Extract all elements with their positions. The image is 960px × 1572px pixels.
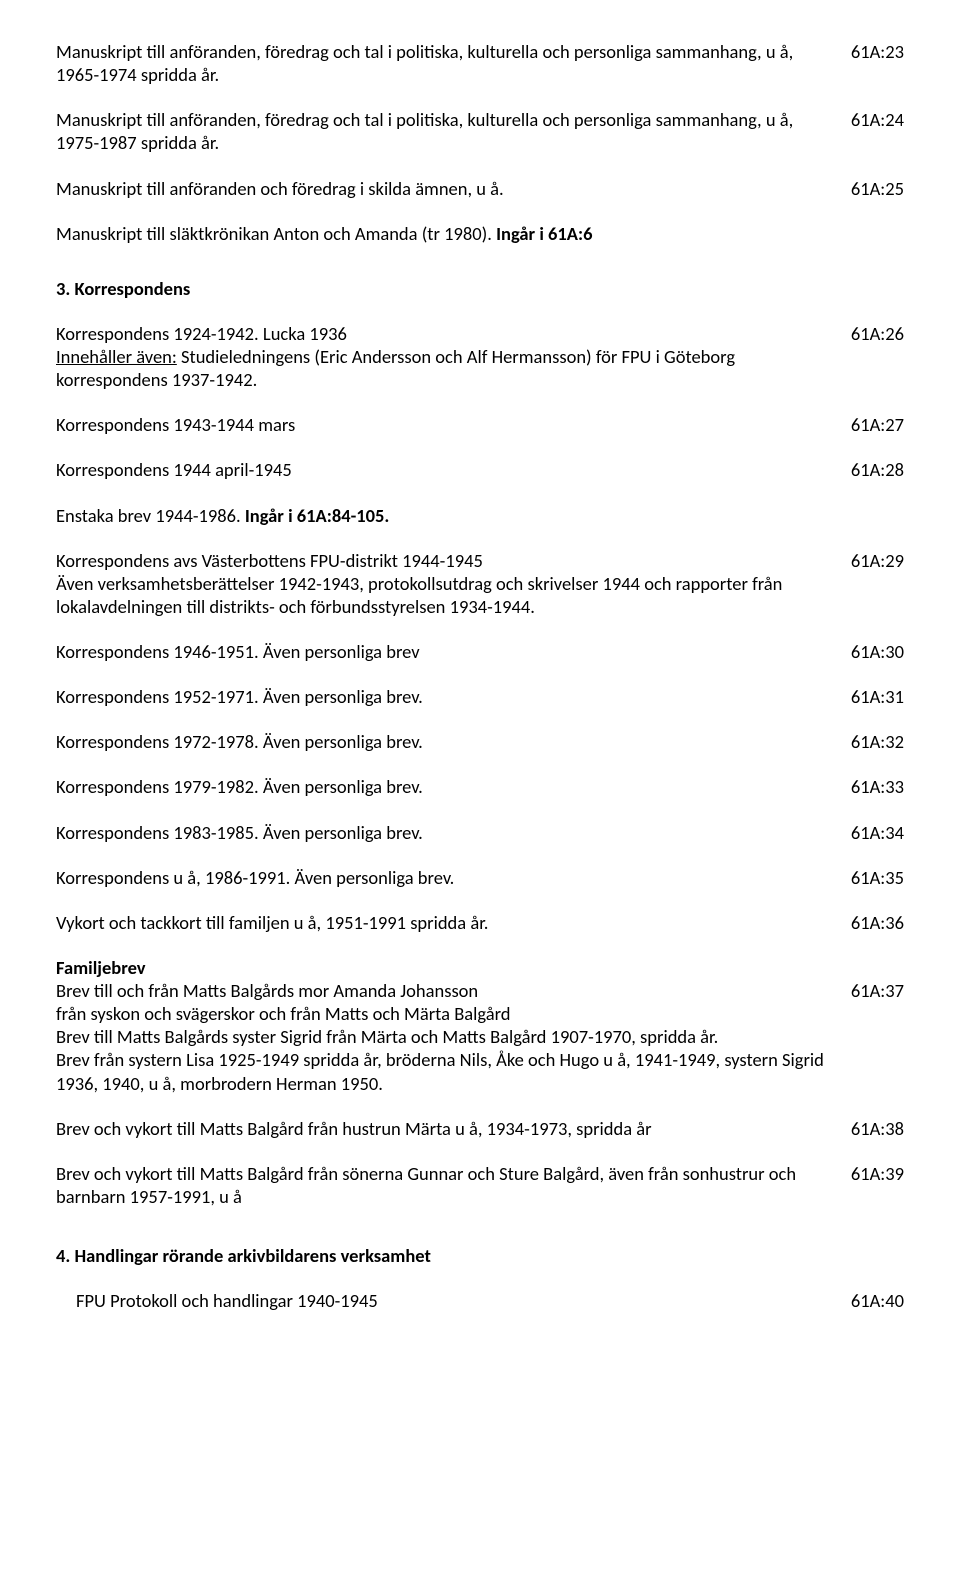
subsection-heading: Familjebrev bbox=[56, 956, 904, 979]
archive-entry: Korrespondens u å, 1986-1991. Även perso… bbox=[56, 866, 904, 889]
entry-code: 61A:30 bbox=[851, 640, 904, 663]
archive-entry: Manuskript till anföranden och föredrag … bbox=[56, 177, 904, 200]
archive-entry: Korrespondens 1946-1951. Även personliga… bbox=[56, 640, 904, 663]
entry-code: 61A:28 bbox=[851, 458, 904, 481]
entry-text: Vykort och tackkort till familjen u å, 1… bbox=[56, 911, 851, 934]
entry-code: 61A:23 bbox=[851, 40, 904, 63]
archive-entry: Korrespondens avs Västerbottens FPU-dist… bbox=[56, 549, 904, 618]
archive-entry: Brev och vykort till Matts Balgård från … bbox=[56, 1117, 904, 1140]
entry-code: 61A:26 bbox=[851, 322, 904, 345]
entry-text: Brev till och från Matts Balgårds mor Am… bbox=[56, 979, 851, 1095]
entry-code: 61A:39 bbox=[851, 1162, 904, 1185]
entry-text: Manuskript till anföranden och föredrag … bbox=[56, 177, 851, 200]
entry-code: 61A:38 bbox=[851, 1117, 904, 1140]
archive-entry: Enstaka brev 1944-1986. Ingår i 61A:84-1… bbox=[56, 504, 904, 527]
entry-text: Korrespondens 1924-1942. Lucka 1936Inneh… bbox=[56, 322, 851, 391]
entry-text: Brev och vykort till Matts Balgård från … bbox=[56, 1162, 851, 1208]
entry-text-bold: Ingår i 61A:6 bbox=[496, 222, 592, 245]
archive-entry: Manuskript till anföranden, föredrag och… bbox=[56, 40, 904, 86]
entry-code: 61A:29 bbox=[851, 549, 904, 572]
entry-code: 61A:24 bbox=[851, 108, 904, 131]
entry-text: Korrespondens 1979-1982. Även personliga… bbox=[56, 775, 851, 798]
entry-text: FPU Protokoll och handlingar 1940-1945 bbox=[56, 1289, 851, 1312]
entry-text-bold: Ingår i 61A:84-105. bbox=[245, 504, 390, 527]
archive-entry: FPU Protokoll och handlingar 1940-1945 6… bbox=[56, 1289, 904, 1312]
entry-text-underline: Innehåller även: bbox=[56, 345, 177, 368]
archive-entry: Korrespondens 1944 april-1945 61A:28 bbox=[56, 458, 904, 481]
archive-entry: Korrespondens 1979-1982. Även personliga… bbox=[56, 775, 904, 798]
entry-text: Korrespondens 1972-1978. Även personliga… bbox=[56, 730, 851, 753]
entry-code: 61A:35 bbox=[851, 866, 904, 889]
entry-text: Korrespondens avs Västerbottens FPU-dist… bbox=[56, 549, 851, 618]
entry-text: Korrespondens 1952-1971. Även personliga… bbox=[56, 685, 851, 708]
entry-code: 61A:40 bbox=[851, 1289, 904, 1312]
entry-text-part: Manuskript till släktkrönikan Anton och … bbox=[56, 222, 496, 245]
entry-text: Korrespondens 1944 april-1945 bbox=[56, 458, 851, 481]
entry-text: Korrespondens 1983-1985. Även personliga… bbox=[56, 821, 851, 844]
archive-entry: Vykort och tackkort till familjen u å, 1… bbox=[56, 911, 904, 934]
archive-entry: Brev till och från Matts Balgårds mor Am… bbox=[56, 979, 904, 1095]
entry-code: 61A:25 bbox=[851, 177, 904, 200]
entry-text: Korrespondens 1943-1944 mars bbox=[56, 413, 851, 436]
archive-entry: Manuskript till anföranden, föredrag och… bbox=[56, 108, 904, 154]
archive-entry: Manuskript till släktkrönikan Anton och … bbox=[56, 222, 904, 245]
entry-text: Enstaka brev 1944-1986. Ingår i 61A:84-1… bbox=[56, 504, 904, 527]
archive-entry: Korrespondens 1972-1978. Även personliga… bbox=[56, 730, 904, 753]
entry-text: Manuskript till släktkrönikan Anton och … bbox=[56, 222, 904, 245]
entry-text: Brev och vykort till Matts Balgård från … bbox=[56, 1117, 851, 1140]
entry-code: 61A:33 bbox=[851, 775, 904, 798]
entry-code: 61A:31 bbox=[851, 685, 904, 708]
entry-code: 61A:37 bbox=[851, 979, 904, 1002]
archive-entry: Brev och vykort till Matts Balgård från … bbox=[56, 1162, 904, 1208]
archive-entry: Korrespondens 1943-1944 mars 61A:27 bbox=[56, 413, 904, 436]
archive-entry: Korrespondens 1983-1985. Även personliga… bbox=[56, 821, 904, 844]
entry-code: 61A:27 bbox=[851, 413, 904, 436]
entry-text: Manuskript till anföranden, föredrag och… bbox=[56, 108, 851, 154]
archive-entry: Korrespondens 1952-1971. Även personliga… bbox=[56, 685, 904, 708]
entry-text: Manuskript till anföranden, föredrag och… bbox=[56, 40, 851, 86]
entry-code: 61A:32 bbox=[851, 730, 904, 753]
section-heading: 4. Handlingar rörande arkivbildarens ver… bbox=[56, 1244, 904, 1267]
entry-text-part: Enstaka brev 1944-1986. bbox=[56, 504, 245, 527]
entry-code: 61A:36 bbox=[851, 911, 904, 934]
section-heading: 3. Korrespondens bbox=[56, 277, 904, 300]
entry-code: 61A:34 bbox=[851, 821, 904, 844]
entry-text: Korrespondens u å, 1986-1991. Även perso… bbox=[56, 866, 851, 889]
archive-entry: Korrespondens 1924-1942. Lucka 1936Inneh… bbox=[56, 322, 904, 391]
entry-text: Korrespondens 1946-1951. Även personliga… bbox=[56, 640, 851, 663]
entry-text-part: Korrespondens 1924-1942. Lucka 1936 bbox=[56, 322, 347, 345]
